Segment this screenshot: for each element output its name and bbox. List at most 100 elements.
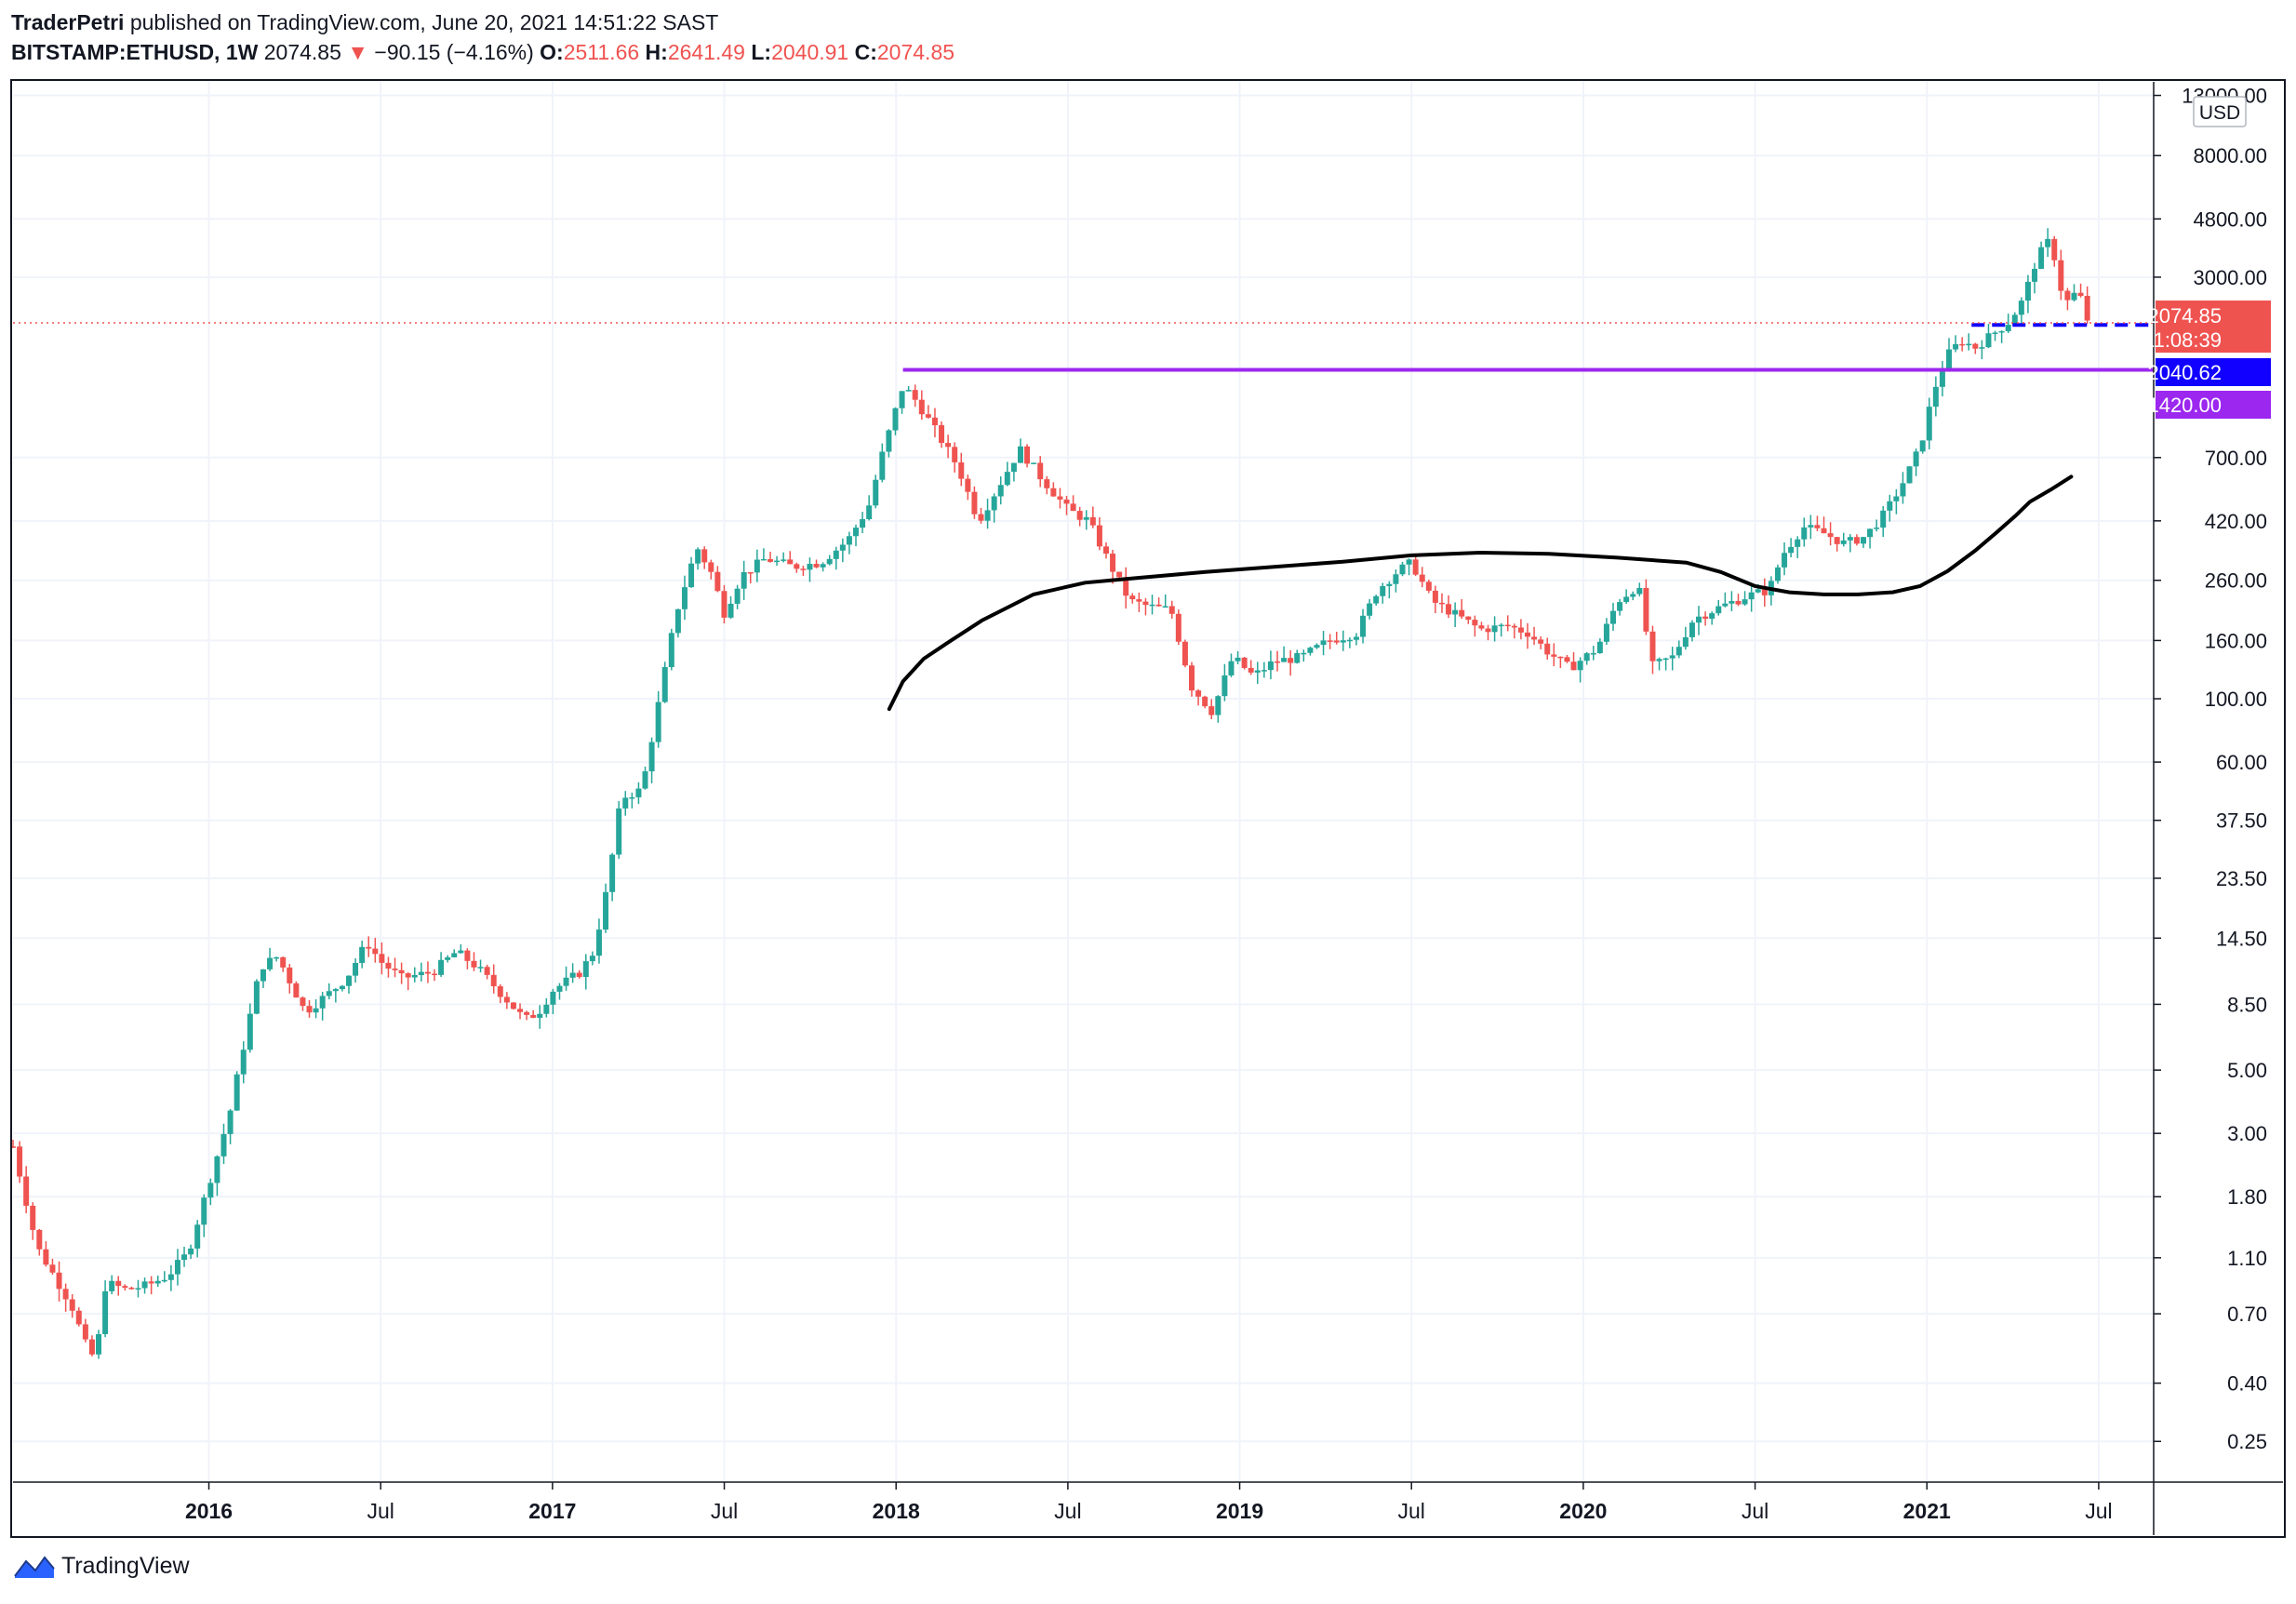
candle-up [984,510,991,521]
candle-up [438,959,445,975]
candle-up [109,1280,115,1291]
time-tick-label: 2017 [528,1499,576,1523]
candle-down [1136,599,1142,602]
candle-down [1517,627,1524,633]
candle-up [860,519,866,528]
candle-down [1070,503,1076,512]
candle-down [385,962,392,969]
resistance-1420-badge [2156,391,2271,419]
candle-up [537,1013,543,1018]
candle-up [1742,599,1748,605]
time-tick-label: Jul [1054,1499,1081,1523]
candle-up [1399,564,1406,575]
high-value: 2641.49 [667,40,745,64]
candle-down [2058,260,2064,291]
candle-up [1228,661,1235,675]
time-tick-label: 2020 [1559,1499,1607,1523]
open-label: O: [540,40,564,64]
candle-up [609,854,616,892]
candle-down [398,969,405,974]
candle-up [1900,483,1906,497]
chart-container[interactable]: 13000.00 8000.00 4800.00 3000.00 700.00 420.0… [0,0,2296,1549]
candle-up [563,977,569,986]
candle-up [674,608,681,634]
candle-down [432,973,438,976]
candle-down [69,1299,75,1311]
candle-up [2045,238,2051,247]
price-tick-label: 4800.00 [2193,207,2267,231]
candle-up [1386,583,1393,586]
chart-header: TraderPetri published on TradingView.com… [11,7,954,67]
candle-down [701,549,708,563]
price-tick-label: 1.10 [2227,1247,2267,1270]
candle-down [1202,696,1208,707]
candle-down [2077,292,2084,296]
candle-up [451,953,458,957]
candle-up [1623,596,1630,603]
candle-down [30,1205,36,1230]
candle-up [1755,589,1761,593]
candle-up [2071,292,2077,301]
author-name[interactable]: TraderPetri [11,10,125,34]
price-tick-label: 23.50 [2216,867,2267,890]
candle-down [1195,690,1202,697]
candle-down [1044,479,1050,488]
candle-up [1782,553,1788,568]
candle-down [787,559,794,565]
candle-down [1057,496,1063,500]
candle-down [576,972,582,978]
candle-up [991,496,997,511]
candle-up [1017,446,1023,463]
candle-down [1102,546,1109,555]
candle-down [971,491,978,515]
candle-down [497,986,503,997]
candle-down [931,417,938,426]
candle-up [648,742,655,772]
candle-up [418,971,424,976]
candle-down [128,1288,135,1290]
candle-down [813,564,820,568]
price-tick-label: 3000.00 [2193,266,2267,289]
candle-up [1083,516,1089,520]
candle-down [510,1002,516,1009]
candle-up [1939,370,1945,387]
candle-up [1294,652,1301,663]
candle-down [1142,601,1149,606]
candle-down [958,461,965,479]
candle-up [1748,592,1755,600]
candle-up [1636,588,1643,595]
candle-up [1235,657,1241,662]
candle-up [1709,613,1715,619]
candle-up [1662,658,1669,661]
candle-up [866,505,873,520]
candle-up [2018,301,2024,315]
price-tick-label: 0.25 [2227,1430,2267,1453]
candle-down [1024,446,1031,464]
candle-down [918,399,925,415]
candle-up [1281,658,1288,662]
tradingview-footer[interactable]: TradingView [13,1552,190,1580]
candle-up [1360,615,1367,637]
candle-down [939,425,945,444]
candle-up [1926,407,1932,441]
candle-up [853,528,860,537]
candle-up [595,929,602,956]
candle-up [345,975,352,986]
candle-up [445,956,451,960]
candle-down [1531,636,1538,640]
candle-down [490,974,497,987]
candle-down [1063,499,1070,504]
price-chart[interactable]: 13000.008000.004800.003000.00700.00420.0… [0,0,2296,1544]
candle-down [1419,574,1425,582]
candle-up [2038,247,2045,269]
symbol-label[interactable]: BITSTAMP:ETHUSD, 1W [11,40,259,64]
candle-up [96,1333,102,1355]
candle-up [201,1197,207,1225]
candle-down [1524,632,1530,637]
candle-up [1215,696,1221,715]
last-price-value: 2074.85 [263,40,341,64]
candle-down [62,1289,69,1300]
candle-down [1446,604,1452,615]
candle-up [181,1254,188,1261]
price-tick-label: 0.40 [2227,1372,2267,1396]
